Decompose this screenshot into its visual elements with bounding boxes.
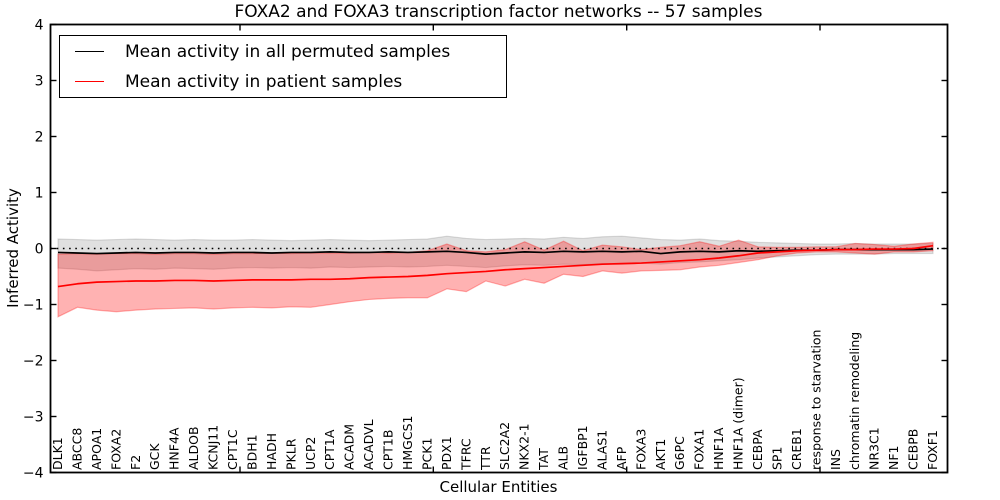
x-category-label: BDH1 — [244, 434, 259, 470]
x-category-label: HMGCS1 — [400, 416, 415, 471]
x-category-label: ABCC8 — [69, 428, 84, 470]
x-category-label: TAT — [536, 448, 551, 471]
x-category-label: G6PC — [672, 436, 687, 470]
x-category-label: ACADM — [342, 424, 357, 470]
y-tick-label: −2 — [23, 354, 44, 370]
x-category-label: CPT1B — [381, 430, 396, 470]
x-category-label: TFRC — [458, 438, 473, 471]
legend-label-patient: Mean activity in patient samples — [125, 71, 403, 92]
x-category-label: HNF1A — [711, 427, 726, 470]
x-category-label: ALDOB — [186, 426, 201, 470]
x-category-label: TTR — [478, 446, 493, 471]
x-category-label: PCK1 — [419, 438, 434, 470]
x-category-label: APOA1 — [89, 428, 104, 470]
x-category-label: CPT1A — [322, 429, 337, 470]
x-category-label: IGFBP1 — [575, 425, 590, 470]
x-category-label: GCK — [147, 443, 162, 470]
y-tick-label: 4 — [35, 18, 44, 34]
legend-line-swatch-patient — [75, 81, 104, 82]
x-category-label: SLC2A2 — [497, 422, 512, 470]
chart-title: FOXA2 and FOXA3 transcription factor net… — [234, 2, 763, 22]
x-category-label: KCNJ11 — [206, 425, 221, 470]
y-tick-label: −3 — [23, 410, 44, 426]
x-category-label: FOXA3 — [633, 429, 648, 470]
x-category-label: ACADVL — [361, 419, 376, 470]
legend-item-patient: Mean activity in patient samples — [60, 67, 506, 96]
x-category-label: HNF1A (dimer) — [731, 377, 746, 470]
x-axis-title: Cellular Entities — [439, 478, 558, 496]
legend: Mean activity in all permuted samples Me… — [59, 35, 507, 98]
x-category-label: CPT1C — [225, 429, 240, 470]
x-category-label: SP1 — [769, 447, 784, 470]
x-category-label: FOXF1 — [925, 430, 940, 470]
x-category-label: DLK1 — [50, 437, 65, 470]
x-category-label: HADH — [264, 433, 279, 470]
x-category-label: F2 — [128, 455, 143, 470]
x-category-label: INS — [828, 449, 843, 470]
legend-item-permuted: Mean activity in all permuted samples — [60, 37, 506, 66]
x-category-label: FOXA1 — [692, 429, 707, 470]
y-tick-label: −4 — [23, 466, 44, 482]
x-category-label: response to starvation — [808, 330, 823, 471]
x-category-label: HNF4A — [167, 427, 182, 470]
x-category-label: NKX2-1 — [517, 423, 532, 470]
y-axis-title: Inferred Activity — [4, 188, 22, 308]
x-category-label: CREB1 — [789, 428, 804, 470]
y-tick-label: 3 — [35, 74, 44, 90]
y-tick-label: 1 — [35, 186, 44, 202]
x-category-label: ALB — [556, 446, 571, 470]
x-category-label: NR3C1 — [867, 427, 882, 470]
x-category-label: CEBPA — [750, 429, 765, 470]
y-tick-label: −1 — [23, 298, 44, 314]
legend-label-permuted: Mean activity in all permuted samples — [125, 41, 451, 62]
x-category-label: chromatin remodeling — [847, 332, 862, 470]
x-category-label: NF1 — [886, 446, 901, 471]
x-category-label: FOXA2 — [108, 429, 123, 470]
x-category-label: UCP2 — [303, 437, 318, 470]
x-category-label: PDX1 — [439, 436, 454, 470]
y-tick-label: 2 — [35, 130, 44, 146]
x-category-label: CEBPB — [906, 429, 921, 470]
x-category-label: PKLR — [283, 438, 298, 470]
mean-line-patient — [57, 244, 934, 288]
legend-line-swatch-permuted — [75, 51, 104, 52]
x-category-label: ALAS1 — [594, 430, 609, 470]
x-category-label: AFP — [614, 446, 629, 470]
y-tick-label: 0 — [35, 242, 44, 258]
x-category-label: AKT1 — [653, 439, 668, 470]
